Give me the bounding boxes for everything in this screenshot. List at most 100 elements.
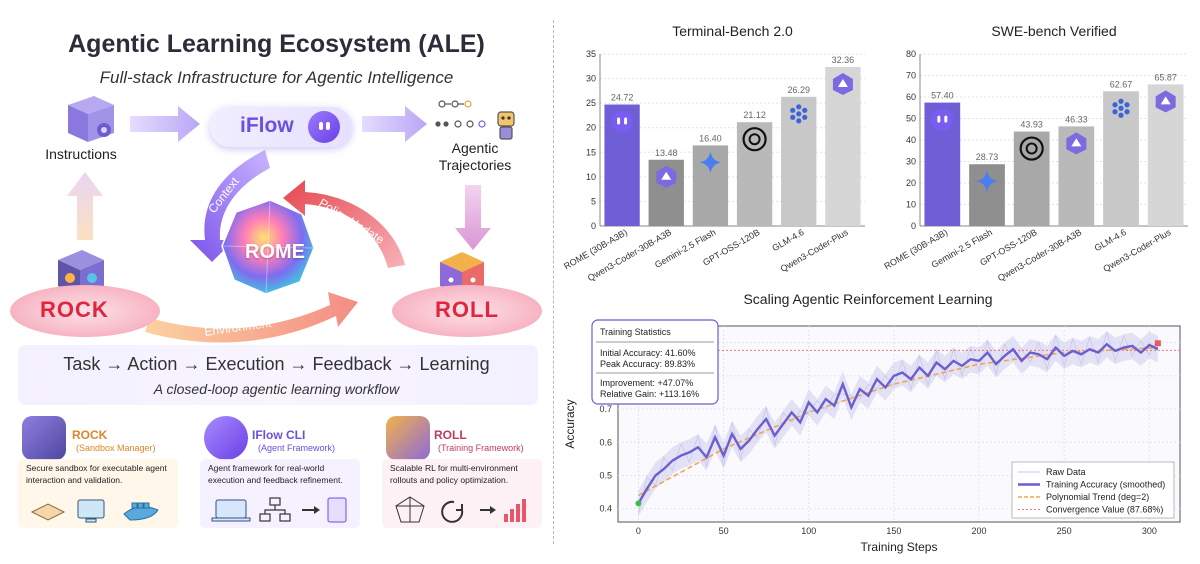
qwen-icon-inner	[1071, 138, 1082, 147]
panel-divider	[553, 20, 554, 544]
roll-card-title: ROLL	[434, 428, 467, 442]
y-tick-label: 5	[591, 196, 596, 206]
rock-card-title: ROCK	[72, 428, 108, 442]
chart-title: Scaling Agentic Reinforcement Learning	[743, 291, 992, 307]
iflow-icon-eye	[944, 115, 948, 123]
legend-label: Convergence Value (87.68%)	[1046, 505, 1163, 515]
iflow-cli-card-subtitle: (Agent Framework)	[258, 443, 336, 453]
glm-icon-4	[790, 104, 808, 124]
bar-growth-icon	[504, 499, 526, 522]
bar-value-label: 16.40	[699, 133, 722, 143]
iflow-to-trajectories-arrow	[362, 106, 427, 142]
context-arrow	[190, 150, 270, 262]
y-tick-label: 0.6	[599, 437, 612, 447]
glm-icon-4	[1112, 98, 1130, 118]
start-point-marker	[635, 500, 642, 507]
workflow-steps: Task → Action → Execution → Feedback → L…	[63, 354, 490, 374]
y-tick-label: 40	[906, 135, 916, 145]
monitor-icon	[77, 499, 105, 523]
environment-arrow	[145, 292, 358, 343]
policy-update-arrow	[283, 180, 405, 268]
stats-initial: Initial Accuracy: 41.60%	[600, 348, 696, 358]
gemini-icon-1	[976, 170, 998, 193]
glm-icon-dot	[1118, 105, 1124, 111]
x-tick-label: 300	[1142, 526, 1157, 536]
openai-icon-2	[1019, 136, 1044, 161]
stats-improvement: Improvement: +47.07%	[600, 378, 693, 388]
qwen-icon-inner	[661, 171, 672, 180]
y-tick-label: 70	[906, 71, 916, 81]
bar-value-label: 26.29	[787, 85, 810, 95]
qwen-icon-1	[656, 165, 677, 188]
glm-icon-dot	[1112, 109, 1118, 115]
glm-icon-dot	[790, 107, 796, 113]
sandbox-icon	[30, 503, 66, 521]
legend-label: Polynomial Trend (deg=2)	[1046, 492, 1149, 502]
bar-value-label: 43.93	[1020, 120, 1043, 130]
y-tick-label: 0	[911, 221, 916, 231]
instructions-to-iflow-arrow	[130, 106, 200, 142]
iflow-cli-card-icon	[204, 416, 248, 460]
qwen-icon-5	[832, 72, 853, 95]
glm-icon-dot	[1118, 98, 1124, 104]
gemini-icon-star	[699, 151, 722, 174]
x-tick-label: 50	[719, 526, 729, 536]
y-tick-label: 50	[906, 114, 916, 124]
legend-label: Training Accuracy (smoothed)	[1046, 480, 1165, 490]
roll-platform	[392, 285, 542, 337]
bar-value-label: 21.12	[743, 110, 766, 120]
glm-icon-dot	[790, 114, 796, 120]
x-tick-label: GLM-4.6	[770, 227, 805, 253]
y-tick-label: 10	[906, 200, 916, 210]
instructions-label: Instructions	[45, 146, 117, 162]
glm-icon-dot	[802, 114, 808, 120]
smoothed-accuracy-line	[637, 342, 1159, 505]
rock-card-desc: Secure sandbox for executable agent inte…	[26, 463, 167, 485]
y-tick-label: 20	[906, 178, 916, 188]
x-tick-label: Qwen3-Coder-30B-A3B	[996, 227, 1083, 283]
x-tick-label: Qwen3-Coder-30B-A3B	[586, 227, 673, 283]
rock-card-icon	[22, 416, 66, 460]
iflow-icon-circle	[611, 110, 634, 133]
iflow-icon-eye	[617, 117, 621, 125]
bar-value-label: 24.72	[611, 93, 634, 103]
network-icon	[395, 496, 425, 523]
iflow-label: iFlow	[240, 114, 294, 137]
stats-title: Training Statistics	[600, 327, 671, 337]
ecosystem-title: Agentic Learning Ecosystem (ALE)	[68, 30, 485, 58]
y-axis-label: Accuracy	[563, 399, 577, 448]
x-tick-label: GLM-4.6	[1093, 227, 1128, 253]
bar-value-label: 65.87	[1154, 72, 1177, 82]
y-tick-label: 30	[586, 74, 596, 84]
iflow-icon-0	[931, 108, 954, 131]
laptop-icon	[211, 499, 251, 522]
y-tick-label: 15	[586, 147, 596, 157]
openai-icon-3	[742, 127, 767, 152]
ale-ecosystem-diagram: Context Policy Update Environment	[0, 0, 553, 564]
rock-card-illustrations	[30, 499, 159, 523]
openai-icon-core	[748, 133, 761, 146]
rock-label: ROCK	[40, 297, 109, 322]
trajectories-label-line2: Trajectories	[438, 157, 512, 173]
x-tick-label: 250	[1057, 526, 1072, 536]
rock-platform	[10, 285, 160, 337]
bar-value-label: 62.67	[1110, 79, 1133, 89]
x-tick-label: 200	[972, 526, 987, 536]
glm-icon-dot	[802, 107, 808, 113]
swe-bench-chart: SWE-bench Verified 0 10 20 30 40 50 60 70 80 57.40…	[882, 23, 1188, 283]
qwen-icon-3	[1066, 132, 1087, 155]
roll-card-icon	[386, 416, 430, 460]
iflow-icon-0	[611, 110, 634, 133]
iflow-cli-card: IFlow CLI (Agent Framework) Agent framew…	[200, 416, 360, 528]
x-axis-label: Training Steps	[861, 540, 938, 554]
y-tick-label: 20	[586, 123, 596, 133]
legend-label: Raw Data	[1046, 467, 1086, 477]
whale-icon	[123, 502, 159, 521]
chart-title: Terminal-Bench 2.0	[672, 23, 793, 39]
rock-to-instructions-arrow	[67, 172, 103, 240]
y-tick-label: 60	[906, 92, 916, 102]
roll-card-desc: Scalable RL for multi-environment rollou…	[390, 463, 518, 485]
y-tick-label: 0	[591, 221, 596, 231]
rome-gem-icon	[221, 199, 315, 295]
arrow-right-icon	[302, 506, 320, 514]
